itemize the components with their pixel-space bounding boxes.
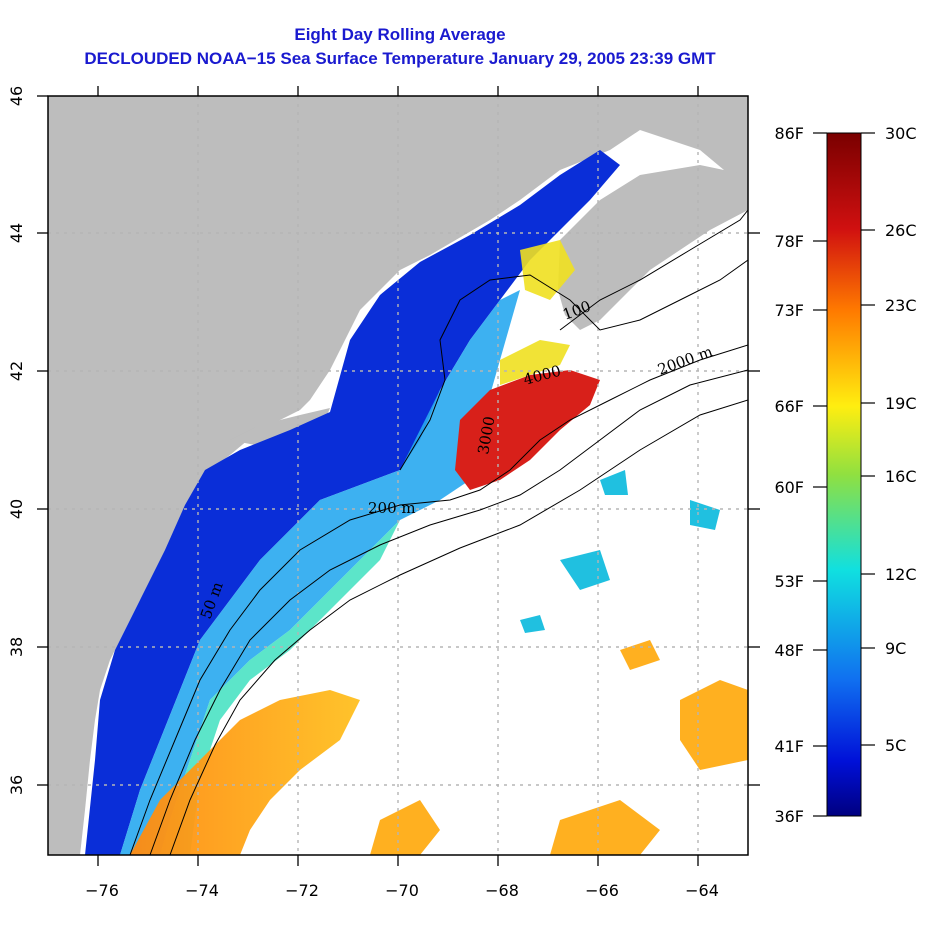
land-nova-scotia <box>558 165 748 330</box>
colorbar-c-label: 5C <box>885 736 906 755</box>
colorbar-c-label: 16C <box>885 467 917 486</box>
colorbar <box>826 132 862 817</box>
colorbar-f-label: 86F <box>774 124 804 143</box>
lon-axis <box>97 86 699 866</box>
lon-tick-label: −76 <box>85 881 119 900</box>
bathymetry-contours <box>129 209 748 855</box>
lon-tick-label: −70 <box>385 881 419 900</box>
scattered-cyan <box>520 470 720 633</box>
colorbar-f-label: 66F <box>774 397 804 416</box>
lat-tick-label: 36 <box>7 775 26 795</box>
land-mainland <box>48 96 748 855</box>
lat-tick-label: 44 <box>7 223 26 243</box>
lon-tick-label: −64 <box>685 881 719 900</box>
colorbar-f-label: 53F <box>774 572 804 591</box>
chart-subtitle: DECLOUDED NOAA−15 Sea Surface Temperatur… <box>84 49 716 68</box>
lon-tick-label: −74 <box>185 881 219 900</box>
lon-tick-label: −66 <box>585 881 619 900</box>
colorbar-c-label: 19C <box>885 394 917 413</box>
depth-label-200m: 200 m <box>368 499 416 517</box>
lat-tick-label: 38 <box>7 637 26 657</box>
lat-tick-label: 42 <box>7 361 26 381</box>
lat-tick-label: 46 <box>7 86 26 106</box>
colorbar-f-ticks <box>813 132 875 817</box>
colorbar-f-label: 48F <box>774 641 804 660</box>
colorbar-f-label: 73F <box>774 301 804 320</box>
colorbar-c-label: 12C <box>885 565 917 584</box>
colorbar-c-label: 9C <box>885 639 906 658</box>
lon-tick-label: −72 <box>285 881 319 900</box>
warm-gulf-stream <box>130 690 360 855</box>
colorbar-f-label: 41F <box>774 737 804 756</box>
map-panel <box>48 96 748 855</box>
warm-core-ring <box>455 370 600 490</box>
lat-tick-label: 40 <box>7 499 26 519</box>
colorbar-c-label: 26C <box>885 221 917 240</box>
colorbar-c-label: 30C <box>885 124 917 143</box>
cyan-slope-water <box>120 290 520 855</box>
chart-title: Eight Day Rolling Average <box>294 25 506 44</box>
colorbar-f-label: 78F <box>774 232 804 251</box>
gridlines <box>48 96 748 855</box>
yellow-ring-edge <box>500 240 575 385</box>
lat-axis <box>37 95 760 786</box>
land-long-island <box>230 408 330 445</box>
lon-tick-label: −68 <box>485 881 519 900</box>
colorbar-f-label: 60F <box>774 478 804 497</box>
colorbar-f-label: 36F <box>774 807 804 826</box>
colorbar-c-label: 23C <box>885 296 917 315</box>
warm-patches <box>370 640 748 855</box>
